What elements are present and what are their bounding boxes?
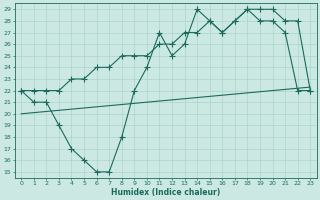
X-axis label: Humidex (Indice chaleur): Humidex (Indice chaleur) (111, 188, 220, 197)
